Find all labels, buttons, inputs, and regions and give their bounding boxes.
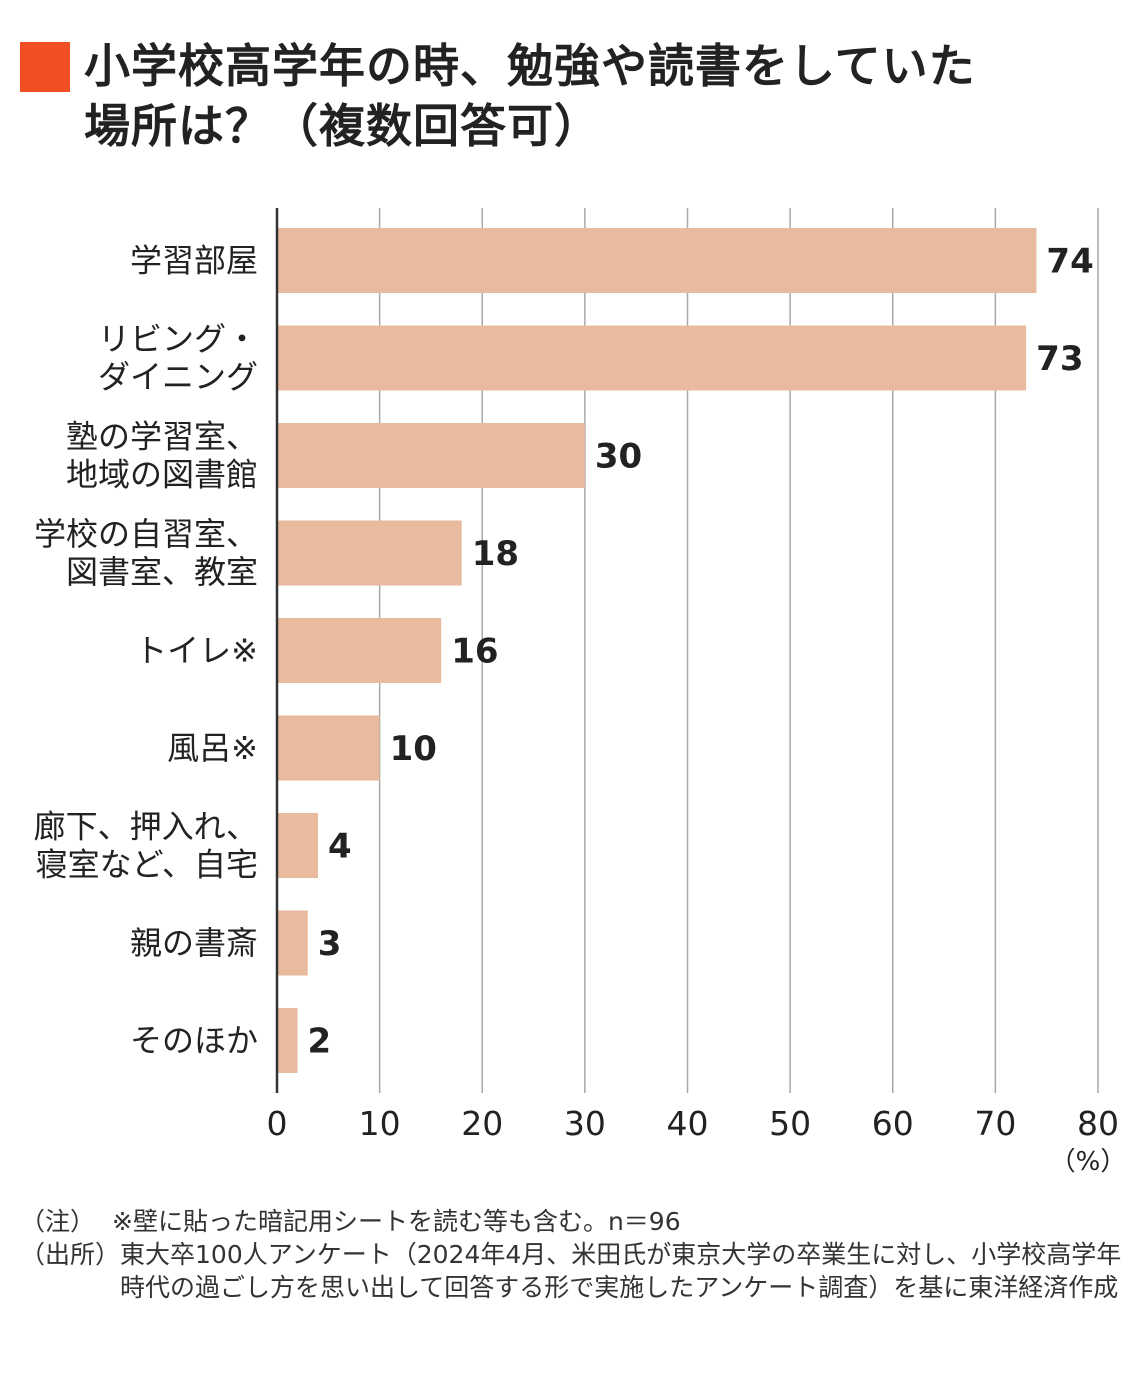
bar bbox=[277, 910, 308, 976]
chart-svg: 0 10 20 30 40 50 60 70 80 （%） 74 学習部屋 73 リビング・ダイニング 30… bbox=[34, 208, 1127, 1177]
bar bbox=[277, 423, 585, 488]
x-tick-label: 30 bbox=[564, 1104, 606, 1143]
data-label: 30 bbox=[595, 437, 642, 477]
x-tick-label: 60 bbox=[872, 1104, 914, 1143]
bar bbox=[277, 1008, 298, 1073]
category-label: 学習部屋 bbox=[130, 242, 258, 280]
data-label: 16 bbox=[451, 632, 498, 672]
chart-notes: （注） ※壁に貼った暗記用シートを読む等も含む。n＝96 （出所） 東大卒100… bbox=[20, 1205, 1130, 1304]
x-tick-label: 10 bbox=[359, 1104, 401, 1143]
note-text: ※壁に貼った暗記用シートを読む等も含む。n＝96 bbox=[112, 1207, 681, 1236]
category-label: トイレ※ bbox=[135, 632, 258, 670]
data-label: 18 bbox=[472, 534, 519, 574]
category-label: 風呂※ bbox=[167, 729, 258, 767]
x-tick-label: 70 bbox=[974, 1104, 1016, 1143]
title-marker bbox=[20, 42, 70, 92]
category-label: 親の書斎 bbox=[130, 924, 258, 962]
x-tick-label: 40 bbox=[667, 1104, 709, 1143]
x-tick-label: 80 bbox=[1077, 1104, 1119, 1143]
bar bbox=[277, 618, 442, 683]
bar bbox=[277, 228, 1037, 293]
category-label: 塾の学習室、地域の図書館 bbox=[66, 418, 258, 494]
bar bbox=[277, 325, 1027, 391]
x-tick-label: 20 bbox=[461, 1104, 503, 1143]
source-row: （出所） 東大卒100人アンケート（2024年4月、米田氏が東京大学の卒業生に対… bbox=[20, 1238, 1130, 1304]
category-label: 廊下、押入れ、寝室など、自宅 bbox=[34, 808, 258, 884]
category-label: そのほか bbox=[130, 1022, 258, 1060]
x-tick-label: 50 bbox=[769, 1104, 811, 1143]
bar bbox=[277, 520, 462, 586]
data-label: 3 bbox=[318, 924, 342, 964]
data-label: 73 bbox=[1036, 339, 1083, 379]
data-label: 74 bbox=[1046, 242, 1093, 282]
data-label: 4 bbox=[328, 827, 352, 867]
source-text: 東大卒100人アンケート（2024年4月、米田氏が東京大学の卒業生に対し、小学校… bbox=[120, 1240, 1122, 1302]
bar-chart: 0 10 20 30 40 50 60 70 80 （%） 74 学習部屋 73 リビング・ダイニング 30… bbox=[0, 190, 1140, 1194]
category-label: リビング・ダイニング bbox=[98, 320, 258, 396]
note-row: （注） ※壁に貼った暗記用シートを読む等も含む。n＝96 bbox=[20, 1205, 1130, 1238]
source-label: （出所） bbox=[20, 1240, 121, 1269]
bar bbox=[277, 715, 380, 781]
bar bbox=[277, 813, 319, 878]
data-label: 2 bbox=[308, 1022, 332, 1062]
chart-title: 小学校高学年の時、勉強や読書をしていた 場所は？（複数回答可） bbox=[84, 39, 976, 153]
category-label: 学校の自習室、図書室、教室 bbox=[34, 515, 258, 591]
x-tick-label: 0 bbox=[267, 1104, 288, 1143]
note-label: （注） bbox=[20, 1207, 96, 1236]
data-label: 10 bbox=[390, 729, 437, 769]
x-unit-label: （%） bbox=[1050, 1147, 1127, 1177]
